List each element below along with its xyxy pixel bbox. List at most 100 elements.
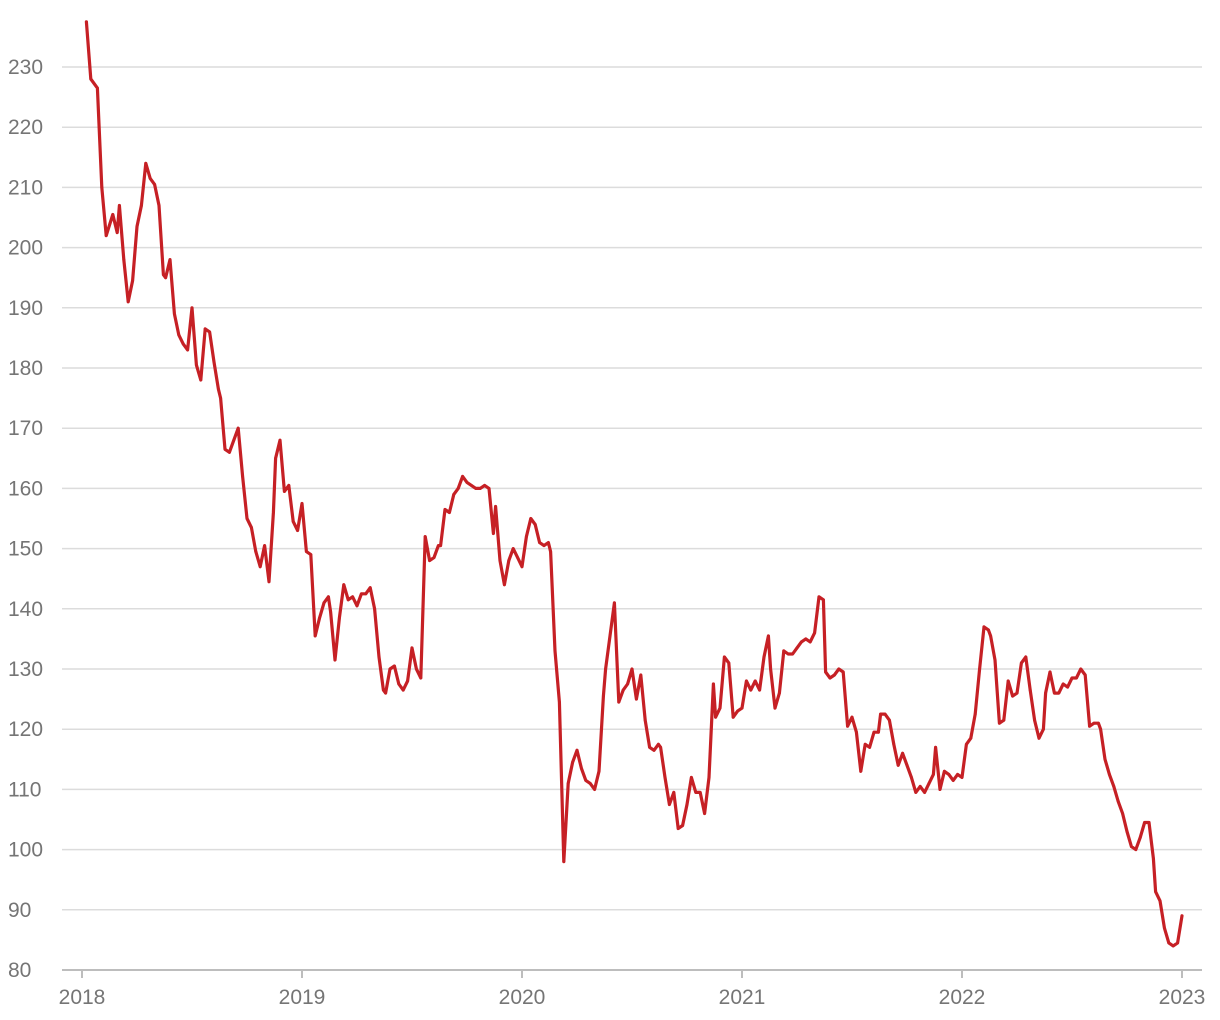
x-tick-label-2019: 2019 xyxy=(279,986,326,1009)
data-point xyxy=(652,748,656,752)
data-point xyxy=(360,592,363,596)
data-point xyxy=(300,502,304,505)
data-point xyxy=(859,769,863,773)
data-point xyxy=(718,706,722,710)
data-point xyxy=(140,204,143,207)
gridlines xyxy=(62,66,1202,911)
data-point xyxy=(1138,836,1142,839)
data-point xyxy=(855,730,858,734)
y-tick-label-210: 210 xyxy=(8,176,43,199)
data-point xyxy=(448,511,451,514)
data-point xyxy=(883,712,887,716)
data-point xyxy=(309,553,313,556)
data-point xyxy=(965,742,968,746)
y-tick-label-80: 80 xyxy=(8,959,31,982)
x-tick-label-2022: 2022 xyxy=(939,986,986,1009)
data-point xyxy=(736,709,739,713)
data-point xyxy=(753,679,757,683)
data-point xyxy=(318,616,321,620)
data-point xyxy=(685,803,689,806)
data-point xyxy=(437,544,440,547)
data-point xyxy=(1154,890,1157,894)
data-point xyxy=(456,487,460,490)
data-point xyxy=(923,791,926,794)
data-point xyxy=(181,342,185,346)
data-point xyxy=(135,225,139,228)
data-point xyxy=(998,721,1001,725)
data-point xyxy=(846,724,849,728)
data-point xyxy=(144,161,148,165)
data-point xyxy=(982,625,986,629)
data-point xyxy=(329,610,332,614)
data-point xyxy=(393,664,396,668)
data-point xyxy=(918,785,922,788)
data-point xyxy=(987,628,990,632)
y-tick-label-230: 230 xyxy=(8,56,43,79)
data-point xyxy=(593,788,596,791)
data-point xyxy=(241,475,245,478)
data-point xyxy=(368,586,372,590)
data-point xyxy=(338,616,341,620)
data-point xyxy=(272,511,275,514)
y-tick-label-110: 110 xyxy=(8,778,41,801)
data-point xyxy=(1083,673,1087,677)
data-point xyxy=(822,598,825,602)
data-point xyxy=(553,649,557,653)
y-tick-label-220: 220 xyxy=(8,116,43,139)
data-point xyxy=(355,604,359,608)
data-point xyxy=(892,742,896,746)
data-point xyxy=(808,640,812,644)
data-point xyxy=(932,773,935,776)
data-point xyxy=(148,177,152,180)
x-tick-label-2018: 2018 xyxy=(59,986,106,1009)
data-point xyxy=(461,475,464,478)
data-point xyxy=(703,812,706,815)
y-tick-label-180: 180 xyxy=(8,357,43,380)
data-point xyxy=(960,776,964,779)
data-point xyxy=(223,447,227,451)
data-point xyxy=(558,700,561,704)
data-point xyxy=(322,601,326,605)
data-point xyxy=(1167,941,1171,945)
data-point xyxy=(1006,679,1010,683)
data-point xyxy=(1024,655,1028,659)
data-point xyxy=(346,598,350,602)
data-point xyxy=(969,736,973,740)
data-point xyxy=(1033,718,1036,722)
data-point xyxy=(657,742,660,746)
data-point xyxy=(203,327,207,331)
data-point xyxy=(639,673,643,677)
data-point xyxy=(731,715,735,719)
data-point xyxy=(694,791,698,794)
data-point xyxy=(782,649,786,653)
data-point xyxy=(452,493,456,496)
data-point xyxy=(778,691,781,695)
data-point xyxy=(511,547,515,550)
y-tick-label-90: 90 xyxy=(8,899,31,922)
data-point xyxy=(342,583,346,587)
data-point xyxy=(804,637,808,641)
data-point xyxy=(1070,676,1074,680)
data-point xyxy=(254,550,258,553)
data-point xyxy=(1042,727,1045,731)
data-point xyxy=(525,535,528,538)
data-point xyxy=(195,363,198,367)
data-point xyxy=(520,565,524,569)
data-point xyxy=(643,718,647,722)
data-point xyxy=(415,667,418,671)
data-point xyxy=(423,535,427,538)
data-point xyxy=(1125,830,1129,833)
data-point xyxy=(287,484,291,487)
data-point xyxy=(258,565,262,569)
data-point xyxy=(698,791,702,794)
data-point xyxy=(1037,736,1041,740)
data-point xyxy=(89,77,93,81)
data-point xyxy=(648,745,651,749)
y-tick-label-100: 100 xyxy=(8,839,43,862)
data-point xyxy=(131,279,135,283)
data-point xyxy=(956,773,959,776)
data-point xyxy=(1020,661,1023,665)
data-point xyxy=(529,517,533,520)
data-point xyxy=(681,824,684,827)
data-point xyxy=(727,661,731,665)
